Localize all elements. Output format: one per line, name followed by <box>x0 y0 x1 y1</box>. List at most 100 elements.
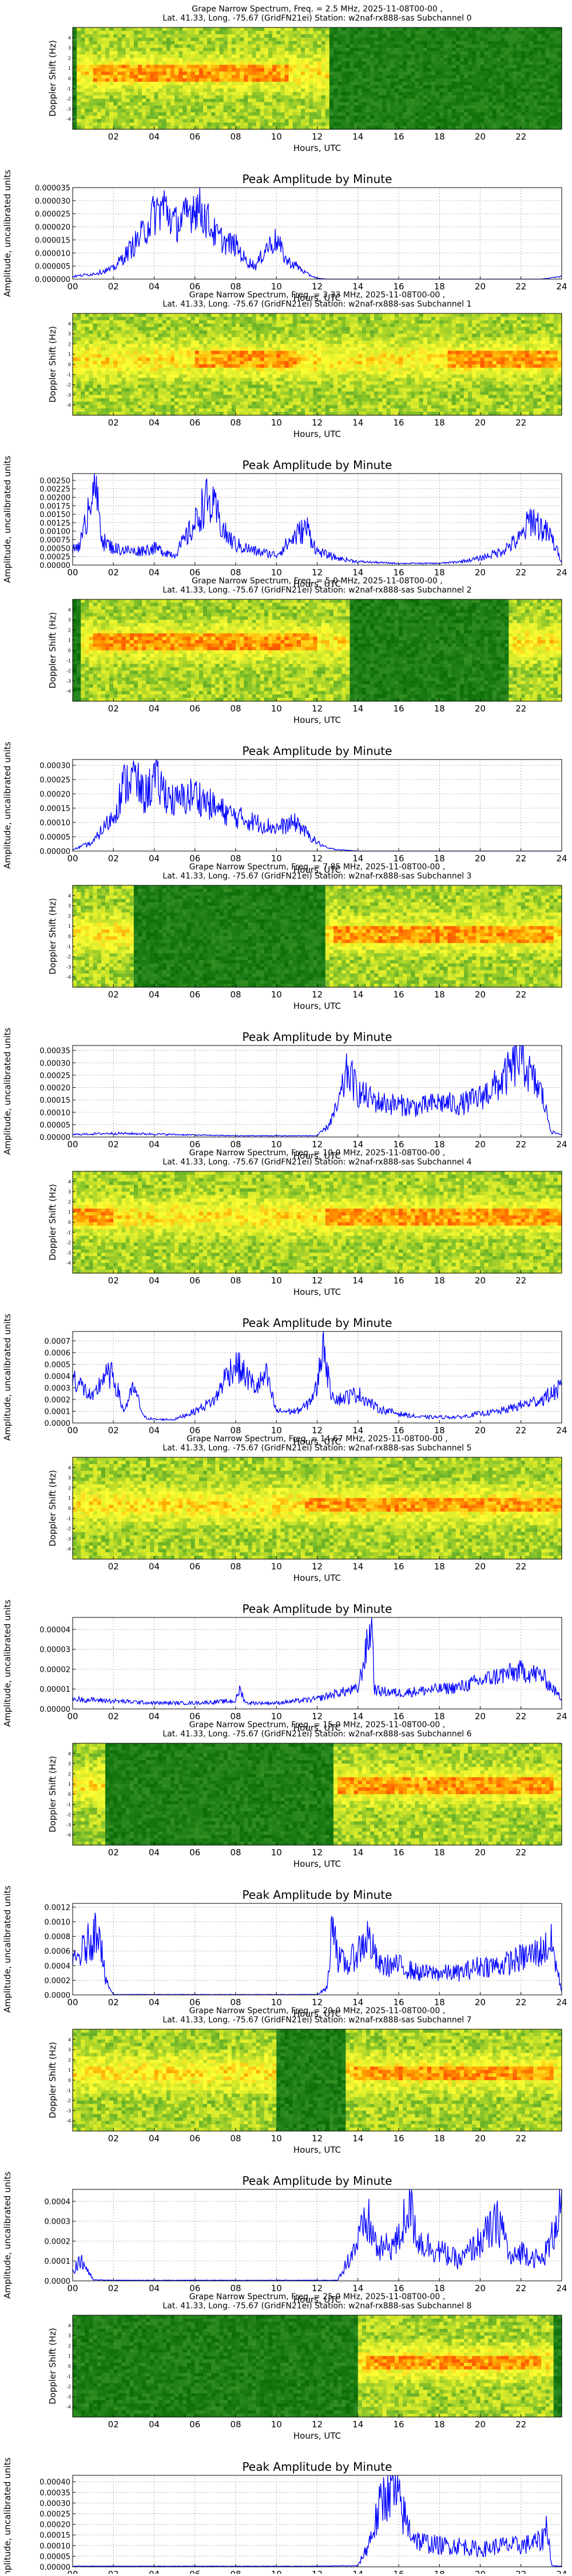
spectrogram-cell <box>158 378 163 382</box>
spectrogram-cell <box>550 105 554 109</box>
spectrogram-cell <box>162 82 167 86</box>
spectrogram-cell <box>130 122 134 126</box>
spectrogram-cell <box>93 92 98 96</box>
spectrogram-cell <box>484 102 489 106</box>
spectrogram-cell <box>264 105 269 109</box>
spectrogram-cell <box>517 78 522 82</box>
spectrogram-cell <box>554 116 558 120</box>
spectrogram-cell <box>162 405 167 409</box>
spectrogram-cell <box>182 381 187 385</box>
spectrogram-cell <box>456 68 460 72</box>
spectrogram-cell <box>162 85 167 89</box>
spectrogram-cell <box>256 116 261 120</box>
spectrogram-cell <box>244 371 248 375</box>
spectrogram-cell <box>505 82 509 86</box>
spectrogram-cell <box>496 122 501 126</box>
spectrogram-cell <box>220 313 224 317</box>
spectrogram-cell <box>546 122 550 126</box>
spectrogram-cell <box>77 378 81 382</box>
spectrogram-cell <box>142 54 146 58</box>
spectrogram-cell <box>435 116 440 120</box>
spectrogram-cell <box>166 378 171 382</box>
spectrogram-cell <box>211 109 216 113</box>
spectrogram-cell <box>448 71 452 75</box>
spectrogram-cell <box>525 105 530 109</box>
spectrogram-cell <box>117 78 122 82</box>
spectrogram-cell <box>289 65 293 69</box>
spectrogram-cell <box>85 122 89 126</box>
spectrogram-cell <box>541 54 546 58</box>
spectrogram-cell <box>158 354 163 358</box>
spectrogram-cell <box>252 27 257 31</box>
spectrogram-cell <box>411 38 415 42</box>
spectrogram-cell <box>541 89 546 93</box>
spectrogram-cell <box>215 96 220 100</box>
spectrogram-cell <box>191 61 196 65</box>
spectrogram-cell <box>460 71 464 75</box>
spectrogram-cell <box>521 31 526 35</box>
spectrogram-cell <box>117 361 122 365</box>
spectrogram-cell <box>240 102 244 106</box>
spectrogram-cell <box>101 71 106 75</box>
spectrogram-cell <box>122 361 126 365</box>
spectrogram-cell <box>329 58 334 62</box>
spectrogram-cell <box>138 61 142 65</box>
spectrogram-cell <box>500 51 505 55</box>
spectrogram-cell <box>97 89 102 93</box>
spectrogram-cell <box>541 68 546 72</box>
spectrogram-cell <box>289 122 293 126</box>
spectrogram-cell <box>435 78 440 82</box>
spectrogram-cell <box>77 105 81 109</box>
spectrogram-cell <box>301 41 305 45</box>
spectrogram-cell <box>191 378 196 382</box>
spectrogram-cell <box>403 51 407 55</box>
spectrogram-cell <box>77 85 81 89</box>
spectrogram-cell <box>337 116 342 120</box>
spectrogram-cell <box>317 82 322 86</box>
spectrogram-cell <box>126 68 130 72</box>
spectrogram-cell <box>366 38 371 42</box>
spectrogram-cell <box>301 89 305 93</box>
spectrogram-cell <box>150 320 154 324</box>
spectrogram-cell <box>199 78 204 82</box>
spectrogram-cell <box>439 31 444 35</box>
spectrogram-cell <box>317 68 322 72</box>
spectrogram-cell <box>158 327 163 331</box>
spectrogram-cell <box>309 75 313 79</box>
spectrogram-cell <box>236 61 240 65</box>
spectrogram-cell <box>431 58 436 62</box>
spectrogram-cell <box>170 85 175 89</box>
spectrogram-cell <box>240 357 244 361</box>
spectrogram-cell <box>411 45 415 49</box>
spectrogram-cell <box>77 395 81 399</box>
spectrogram-cell <box>77 357 81 361</box>
spectrogram-cell <box>443 45 448 49</box>
spectrogram-cell <box>558 31 562 35</box>
spectrogram-cell <box>162 89 167 93</box>
spectrogram-cell <box>431 54 436 58</box>
spectrogram-cell <box>178 361 183 365</box>
spectrogram-cell <box>203 364 208 368</box>
spectrogram-cell <box>228 27 232 31</box>
spectrogram-cell <box>215 112 220 116</box>
spectrogram-cell <box>211 371 216 375</box>
spectrogram-cell <box>301 92 305 96</box>
spectrogram-cell <box>154 58 159 62</box>
spectrogram-cell <box>521 68 526 72</box>
spectrogram-cell <box>276 41 281 45</box>
spectrogram-cell <box>403 119 407 123</box>
spectrogram-cell <box>452 96 456 100</box>
spectrogram-cell <box>101 58 106 62</box>
spectrogram-cell <box>248 105 252 109</box>
spectrogram-cell <box>170 45 175 49</box>
spectrogram-cell <box>472 85 476 89</box>
spectrogram-cell <box>480 92 485 96</box>
spectrogram-cell <box>546 68 550 72</box>
spectrogram-cell <box>460 116 464 120</box>
spectrogram-cell <box>383 45 387 49</box>
spectrogram-cell <box>443 112 448 116</box>
spectrogram-cell <box>366 41 371 45</box>
spectrogram-cell <box>383 68 387 72</box>
spectrogram-cell <box>391 61 395 65</box>
spectrogram-cell <box>452 54 456 58</box>
